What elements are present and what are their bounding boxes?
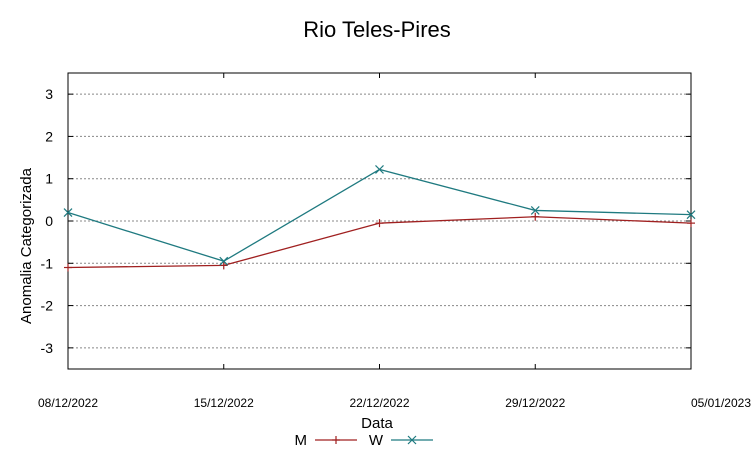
y-tick-label: 0 xyxy=(45,213,53,229)
data-point-marker xyxy=(407,435,417,445)
y-tick-label: 2 xyxy=(45,128,53,144)
chart-title: Rio Teles-Pires xyxy=(303,17,451,42)
series-line xyxy=(67,168,692,262)
data-point-marker xyxy=(530,206,540,215)
x-ticks: 08/12/2022 15/12/2022 22/12/2022 29/12/2022… xyxy=(38,73,751,410)
y-tick-label: -1 xyxy=(41,255,54,271)
data-point-marker xyxy=(686,210,696,220)
data-point-marker xyxy=(219,256,229,266)
legend-label: M xyxy=(295,432,308,449)
y-tick-label: -3 xyxy=(41,340,54,356)
x-tick-label: 08/12/2022 xyxy=(38,396,98,410)
x-tick-label: 29/12/2022 xyxy=(505,396,565,410)
x-tick-label: 15/12/2022 xyxy=(194,396,254,410)
y-ticks: -3 -2 -1 0 1 2 3 xyxy=(41,86,691,356)
series-M xyxy=(64,212,695,272)
series-W xyxy=(63,164,696,266)
legend-label: W xyxy=(369,432,384,449)
y-tick-label: -2 xyxy=(41,298,54,314)
data-point-marker xyxy=(375,164,384,174)
y-tick-label: 3 xyxy=(45,86,53,102)
x-tick-label: 22/12/2022 xyxy=(349,396,409,410)
data-point-marker xyxy=(63,208,73,217)
y-tick-label: 1 xyxy=(45,171,53,187)
series-layer xyxy=(63,164,696,272)
y-axis-label: Anomalia Categorizada xyxy=(18,167,35,324)
x-axis-label: Data xyxy=(361,415,393,432)
x-tick-label: 05/01/2023 xyxy=(691,396,751,410)
